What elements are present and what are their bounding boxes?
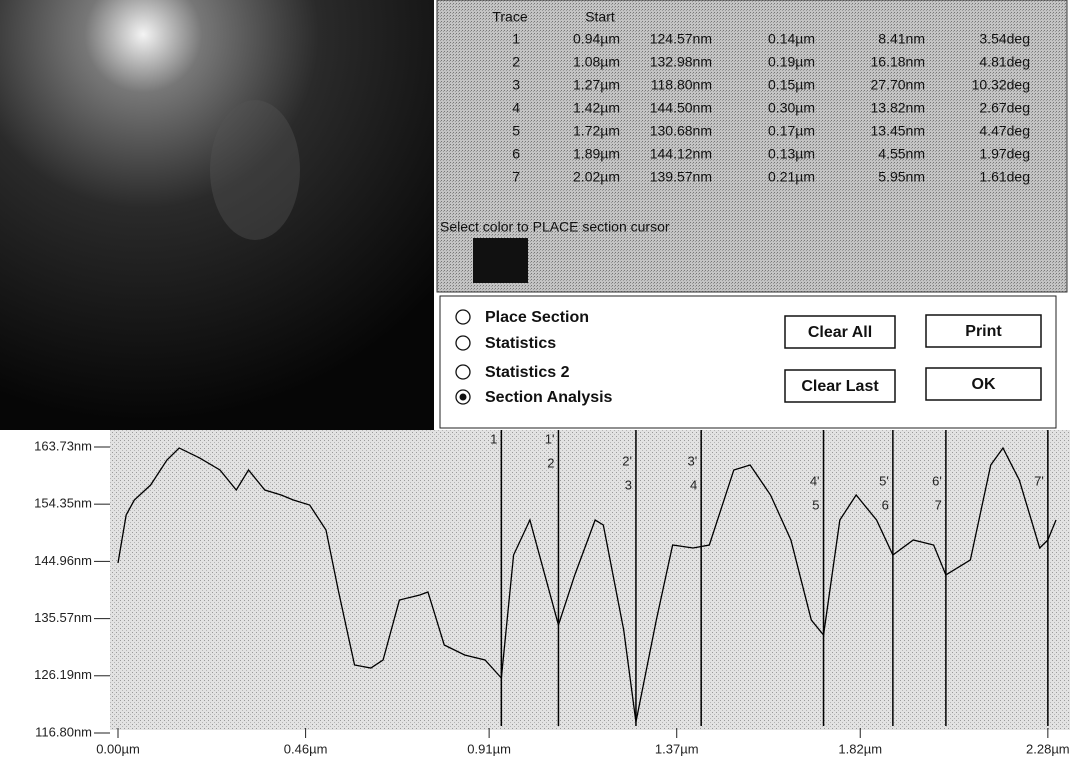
table-cell: 1.61deg [979,169,1030,185]
table-cell: 8.41nm [878,31,925,47]
cursor-label: 5 [812,497,819,512]
y-tick-label: 135.57nm [34,610,92,625]
table-cell: 7 [512,169,520,185]
select-color-label: Select color to PLACE section cursor [440,219,670,235]
x-tick-label: 0.00µm [96,741,140,756]
table-cell: 144.12nm [650,146,712,162]
cursor-label: 6 [882,497,889,512]
table-cell: 1.27µm [573,77,620,93]
button[interactable] [925,367,1042,401]
table-cell: 2.02µm [573,169,620,185]
table-cell: 16.18nm [871,54,925,70]
table-cell: 2.67deg [979,100,1030,116]
button[interactable] [925,314,1042,348]
y-tick-label: 163.73nm [34,438,92,453]
profile-line [117,446,1057,723]
cursor-label: 1' [545,431,555,446]
table-cell: 10.32deg [972,77,1030,93]
table-cell: 144.50nm [650,100,712,116]
button[interactable] [784,315,896,349]
afm-image [0,0,434,430]
table-cell: 1.72µm [573,123,620,139]
button-label[interactable]: Clear Last [801,378,879,395]
table-cell: 5 [512,123,520,139]
cursor-label: 6' [932,473,942,488]
table-cell: 4.55nm [878,146,925,162]
table-cell: 0.21µm [768,169,815,185]
table-cell: 4.47deg [979,123,1030,139]
results-panel [436,0,1068,293]
table-cell: 13.82nm [871,100,925,116]
radio-button[interactable] [455,309,471,325]
y-tick-label: 144.96nm [34,553,92,568]
y-tick-label: 116.80nm [35,724,92,739]
table-cell: 13.45nm [871,123,925,139]
cursor-label: 4 [690,477,697,492]
table-cell: 1.42µm [573,100,620,116]
radio-button[interactable] [455,364,471,380]
x-tick-label: 1.37µm [655,741,699,756]
table-cell: 4 [512,100,520,116]
table-cell: 3 [512,77,520,93]
table-cell: 1 [512,31,520,47]
table-cell: 0.17µm [768,123,815,139]
table-header: Trace [492,9,527,25]
y-tick-label: 154.35nm [34,496,92,511]
x-tick-label: 1.82µm [838,741,882,756]
table-cell: 2 [512,54,520,70]
table-header: Start [585,9,615,25]
table-cell: 0.19µm [768,54,815,70]
cursor-label: 2 [547,455,554,470]
table-cell: 118.80nm [651,77,712,93]
table-cell: 0.14µm [768,31,815,47]
radio-label[interactable]: Statistics 2 [485,364,570,381]
radio-button[interactable] [455,335,471,351]
table-cell: 6 [512,146,520,162]
table-cell: 0.94µm [573,31,620,47]
table-cell: 5.95nm [878,169,925,185]
cursor-label: 3' [687,453,697,468]
image-feature [210,100,300,240]
cursor-label: 5' [879,473,889,488]
table-cell: 0.13µm [768,146,815,162]
x-tick-label: 2.28µm [1026,741,1070,756]
plot-background [110,430,1070,730]
cursor-label: 4' [810,473,820,488]
radio-dot [459,393,467,401]
table-cell: 3.54deg [979,31,1030,47]
radio-label[interactable]: Section Analysis [485,389,613,406]
radio-label[interactable]: Statistics [485,335,556,352]
table-cell: 27.70nm [871,77,925,93]
table-cell: 132.98nm [650,54,712,70]
table-cell: 130.68nm [650,123,712,139]
button-label[interactable]: Clear All [808,324,872,341]
x-tick-label: 0.46µm [284,741,328,756]
color-swatch[interactable] [473,238,528,283]
radio-label[interactable]: Place Section [485,309,589,326]
table-cell: 4.81deg [979,54,1030,70]
cursor-label: 3 [625,477,632,492]
table-cell: 1.89µm [573,146,620,162]
cursor-label: 1 [490,431,497,446]
table-cell: 139.57nm [650,169,712,185]
button-label[interactable]: Print [965,323,1002,340]
cursor-label: 2' [622,453,632,468]
button[interactable] [784,369,896,403]
cursor-label: 7 [935,497,942,512]
table-cell: 1.08µm [573,54,620,70]
table-cell: 0.30µm [768,100,815,116]
x-tick-label: 0.91µm [467,741,511,756]
y-tick-label: 126.19nm [34,667,92,682]
cursor-label: 7' [1034,473,1044,488]
table-cell: 124.57nm [650,31,712,47]
table-cell: 0.15µm [768,77,815,93]
table-cell: 1.97deg [979,146,1030,162]
button-label[interactable]: OK [972,376,996,393]
